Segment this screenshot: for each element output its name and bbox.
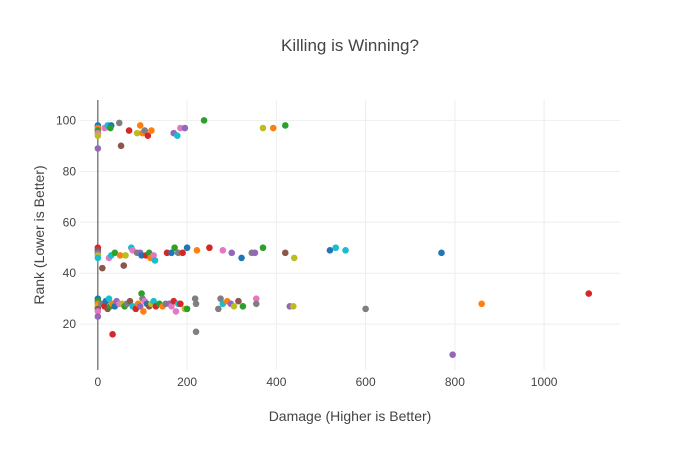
scatter-point[interactable] bbox=[136, 122, 144, 129]
scatter-point[interactable] bbox=[326, 246, 334, 254]
y-axis-title: Rank (Lower is Better) bbox=[31, 165, 47, 304]
scatter-point[interactable] bbox=[109, 331, 116, 338]
scatter-point[interactable] bbox=[252, 300, 260, 308]
scatter-point[interactable] bbox=[362, 305, 369, 313]
scatter-point[interactable] bbox=[138, 290, 145, 297]
scatter-point[interactable] bbox=[290, 303, 297, 310]
scatter-point[interactable] bbox=[94, 145, 102, 152]
scatter-point[interactable] bbox=[133, 129, 141, 137]
scatter-point[interactable] bbox=[177, 300, 184, 308]
scatter-point[interactable] bbox=[449, 351, 456, 359]
scatter-point[interactable] bbox=[342, 246, 349, 254]
data-points bbox=[94, 117, 593, 359]
scatter-point[interactable] bbox=[438, 249, 445, 257]
scatter-point[interactable] bbox=[136, 303, 144, 310]
scatter-point[interactable] bbox=[235, 297, 242, 305]
scatter-point[interactable] bbox=[191, 295, 199, 302]
x-tick-label: 600 bbox=[356, 375, 376, 389]
scatter-point[interactable] bbox=[259, 244, 267, 252]
scatter-point[interactable] bbox=[94, 313, 102, 320]
scatter-point[interactable] bbox=[94, 132, 102, 139]
scatter-point[interactable] bbox=[192, 328, 200, 336]
scatter-point[interactable] bbox=[107, 124, 114, 132]
scatter-point[interactable] bbox=[181, 124, 189, 132]
scatter-point[interactable] bbox=[217, 295, 224, 302]
x-tick-label: 800 bbox=[445, 375, 465, 389]
y-tick-label: 80 bbox=[63, 164, 77, 178]
scatter-point[interactable] bbox=[173, 132, 181, 139]
scatter-point[interactable] bbox=[206, 244, 213, 252]
scatter-point[interactable] bbox=[141, 127, 149, 134]
scatter-point[interactable] bbox=[94, 308, 102, 315]
y-tick-label: 100 bbox=[56, 113, 76, 127]
scatter-point[interactable] bbox=[251, 249, 259, 257]
scatter-point[interactable] bbox=[215, 305, 222, 313]
scatter-point[interactable] bbox=[183, 244, 191, 252]
scatter-point[interactable] bbox=[281, 122, 289, 129]
scatter-point[interactable] bbox=[239, 303, 247, 310]
scatter-point[interactable] bbox=[179, 249, 186, 257]
y-tick-label: 40 bbox=[63, 266, 77, 280]
scatter-point[interactable] bbox=[99, 264, 106, 272]
scatter-point[interactable] bbox=[281, 249, 289, 257]
scatter-point[interactable] bbox=[94, 254, 102, 262]
y-tick-label: 20 bbox=[63, 317, 77, 331]
axes: 0 200 400 600 800 1000 20 40 60 80 100 bbox=[56, 100, 558, 389]
x-tick-label: 400 bbox=[266, 375, 286, 389]
scatter-point[interactable] bbox=[269, 124, 277, 132]
x-tick-label: 1000 bbox=[531, 375, 558, 389]
scatter-point[interactable] bbox=[120, 262, 128, 269]
scatter-point[interactable] bbox=[105, 295, 113, 302]
y-tick-label: 60 bbox=[63, 215, 77, 229]
x-tick-label: 0 bbox=[95, 375, 102, 389]
gridlines bbox=[80, 100, 620, 370]
scatter-point[interactable] bbox=[148, 127, 155, 134]
chart-title: Killing is Winning? bbox=[281, 36, 419, 55]
scatter-point[interactable] bbox=[171, 244, 178, 252]
scatter-point[interactable] bbox=[183, 305, 191, 313]
scatter-point[interactable] bbox=[111, 249, 119, 257]
x-axis-title: Damage (Higher is Better) bbox=[269, 408, 432, 424]
scatter-point[interactable] bbox=[151, 257, 159, 264]
scatter-point[interactable] bbox=[228, 249, 236, 257]
scatter-point[interactable] bbox=[585, 290, 593, 297]
scatter-point[interactable] bbox=[478, 300, 485, 308]
scatter-point[interactable] bbox=[115, 119, 123, 127]
scatter-point[interactable] bbox=[193, 246, 201, 254]
scatter-point[interactable] bbox=[192, 300, 200, 308]
scatter-point[interactable] bbox=[122, 252, 129, 259]
scatter-point[interactable] bbox=[168, 249, 175, 257]
scatter-point[interactable] bbox=[140, 308, 147, 315]
scatter-point[interactable] bbox=[332, 244, 340, 252]
scatter-point[interactable] bbox=[200, 117, 208, 124]
scatter-point[interactable] bbox=[290, 254, 298, 262]
scatter-point[interactable] bbox=[125, 127, 133, 134]
scatter-point[interactable] bbox=[144, 132, 152, 139]
scatter-point[interactable] bbox=[150, 252, 157, 259]
scatter-point[interactable] bbox=[116, 252, 124, 259]
scatter-point[interactable] bbox=[230, 303, 238, 310]
scatter-point[interactable] bbox=[117, 142, 125, 150]
scatter-point[interactable] bbox=[150, 297, 157, 305]
scatter-point[interactable] bbox=[219, 246, 227, 254]
scatter-point[interactable] bbox=[126, 297, 134, 305]
scatter-point[interactable] bbox=[238, 254, 245, 262]
scatter-point[interactable] bbox=[252, 295, 260, 302]
scatter-point[interactable] bbox=[259, 124, 267, 132]
x-tick-label: 200 bbox=[177, 375, 197, 389]
scatter-point[interactable] bbox=[172, 308, 180, 315]
scatter-point[interactable] bbox=[168, 303, 175, 310]
